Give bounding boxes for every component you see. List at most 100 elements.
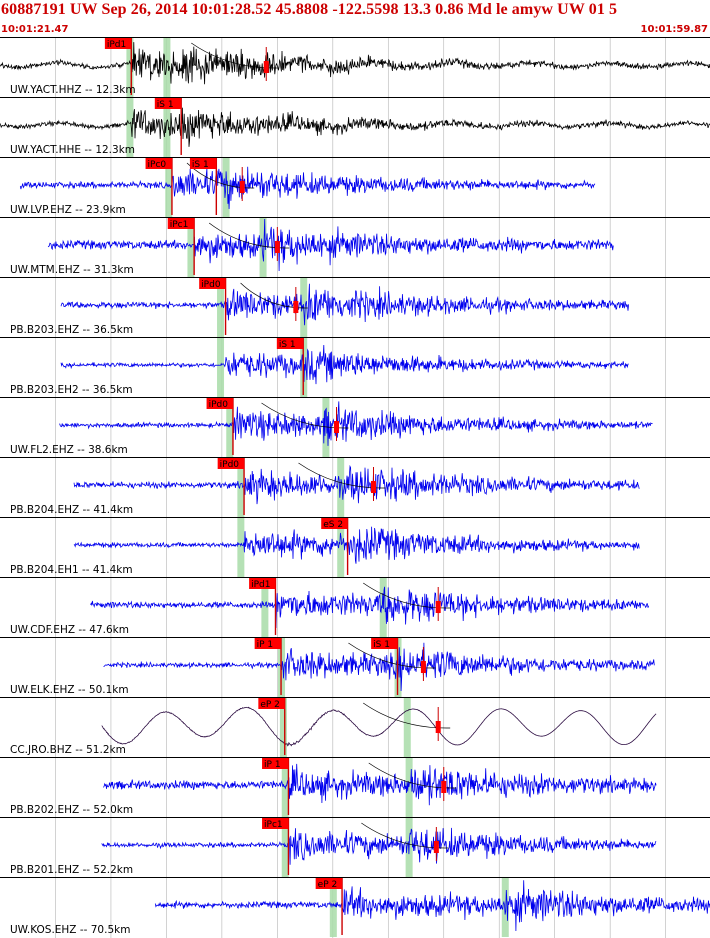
coda-box: [239, 181, 245, 193]
phase-window: [279, 698, 287, 757]
trace-row: iPd0 UW.FL2.EHZ -- 38.6km: [0, 397, 710, 457]
header: 60887191 UW Sep 26, 2014 10:01:28.52 45.…: [0, 0, 710, 40]
phase-window: [222, 158, 230, 217]
trace-row: iPc1 PB.B201.EHZ -- 52.2km: [0, 817, 710, 877]
phase-window: [403, 698, 411, 757]
phase-window: [163, 38, 171, 97]
coda-box: [274, 241, 280, 253]
seismogram-plot: iPd1 UW.YACT.HHZ -- 12.3km iS 1 UW.YACT.HHE…: [0, 37, 710, 938]
coda-box: [263, 61, 269, 73]
waveform: [59, 401, 653, 446]
phase-window: [259, 218, 267, 277]
time-end: 10:01:59.87: [640, 24, 708, 35]
waveform: [0, 42, 710, 85]
waveform: [73, 464, 640, 505]
trace-row: iPd1 UW.CDF.EHZ -- 47.6km: [0, 577, 710, 637]
pick-flag: [199, 278, 226, 289]
waveform: [47, 218, 614, 272]
pick-flag: [321, 518, 348, 529]
trace-label: UW.FL2.EHZ -- 38.6km: [10, 444, 128, 456]
pick-label: iPd0: [201, 280, 221, 290]
trace-label: UW.YACT.HHZ -- 12.3km: [10, 84, 136, 96]
phase-window: [281, 818, 289, 877]
phase-window: [322, 398, 330, 457]
phase-window: [126, 38, 134, 97]
trace-label: UW.ELK.EHZ -- 50.1km: [10, 684, 129, 696]
coda-curve: [240, 282, 308, 309]
trace-label: UW.YACT.HHE -- 12.3km: [10, 144, 135, 156]
phase-window: [405, 758, 413, 817]
pick-label: iS 1: [192, 160, 209, 170]
pick-label: iPd1: [107, 40, 126, 50]
pick-flag: [217, 458, 245, 469]
coda-box: [435, 721, 441, 733]
phase-window: [337, 518, 345, 577]
pick-flag: [145, 158, 172, 169]
waveform: [101, 706, 657, 747]
coda-box: [435, 601, 441, 613]
pick-label: iS 1: [279, 340, 296, 350]
trace-label: PB.B204.EH1 -- 41.4km: [10, 564, 133, 576]
waveform: [60, 283, 629, 326]
waveform: [103, 763, 657, 806]
pick-flag: [189, 158, 217, 169]
coda-box: [441, 781, 447, 793]
trace-row: iPc1 UW.MTM.EHZ -- 31.3km: [0, 217, 710, 277]
trace-row: eP 2 UW.KOS.EHZ -- 70.5km: [0, 877, 710, 937]
phase-window: [163, 98, 171, 157]
waveform: [0, 107, 710, 147]
event-title: 60887191 UW Sep 26, 2014 10:01:28.52 45.…: [1, 1, 618, 18]
pick-label: iPd0: [209, 400, 229, 410]
trace-row: eP 2 CC.JRO.BHZ -- 51.2km: [0, 697, 710, 757]
trace-row: iPd1 UW.YACT.HHZ -- 12.3km: [0, 37, 710, 97]
coda-box: [293, 301, 299, 313]
phase-window: [261, 578, 269, 637]
pick-label: iPd0: [220, 460, 240, 470]
pick-label: iP 1: [264, 760, 281, 770]
phase-window: [237, 518, 245, 577]
trace-label: UW.KOS.EHZ -- 70.5km: [10, 924, 130, 936]
trace-row: iPc0 iS 1 UW.LVP.EHZ -- 23.9km: [0, 157, 710, 217]
trace-row: iS 1 PB.B203.EH2 -- 36.5km: [0, 337, 710, 397]
pick-label: iS 1: [373, 640, 390, 650]
pick-flag: [249, 578, 276, 589]
coda-box: [433, 841, 439, 853]
waveform: [90, 586, 649, 629]
waveform: [103, 642, 655, 692]
trace-label: UW.CDF.EHZ -- 47.6km: [10, 624, 129, 636]
waveform: [19, 166, 596, 210]
waveform: [60, 344, 629, 385]
pick-flag: [254, 638, 282, 649]
pick-label: iS 1: [157, 100, 174, 110]
waveform: [73, 526, 640, 564]
pick-label: iPc0: [148, 160, 167, 170]
trace-row: iS 1 UW.YACT.HHE -- 12.3km: [0, 97, 710, 157]
phase-window: [126, 98, 134, 157]
phase-window: [329, 878, 337, 937]
pick-flag: [258, 698, 285, 709]
trace-label: PB.B201.EHZ -- 52.2km: [10, 864, 133, 876]
coda-box: [370, 481, 376, 493]
phase-window: [217, 338, 225, 397]
phase-window: [165, 158, 173, 217]
waveform: [101, 827, 657, 865]
trace-label: UW.LVP.EHZ -- 23.9km: [10, 204, 126, 216]
trace-row: iP 1 iS 1 UW.ELK.EHZ -- 50.1km: [0, 637, 710, 697]
pick-flag: [262, 758, 289, 769]
phase-window: [237, 458, 245, 517]
trace-label: UW.MTM.EHZ -- 31.3km: [10, 264, 134, 276]
coda-curve: [208, 222, 290, 249]
pick-flag: [371, 638, 398, 649]
pick-label: eP 2: [260, 700, 280, 710]
trace-label: PB.B203.EHZ -- 36.5km: [10, 324, 133, 336]
coda-box: [420, 661, 426, 673]
trace-row: iP 1 PB.B202.EHZ -- 52.0km: [0, 757, 710, 817]
pick-flag: [206, 398, 233, 409]
trace-label: PB.B203.EH2 -- 36.5km: [10, 384, 133, 396]
trace-label: PB.B202.EHZ -- 52.0km: [10, 804, 133, 816]
pick-flag: [167, 218, 195, 229]
trace-row: eS 2 PB.B204.EH1 -- 41.4km: [0, 517, 710, 577]
pick-label: iP 1: [257, 640, 274, 650]
waveform: [154, 880, 710, 932]
pick-label: iPd1: [251, 580, 270, 590]
